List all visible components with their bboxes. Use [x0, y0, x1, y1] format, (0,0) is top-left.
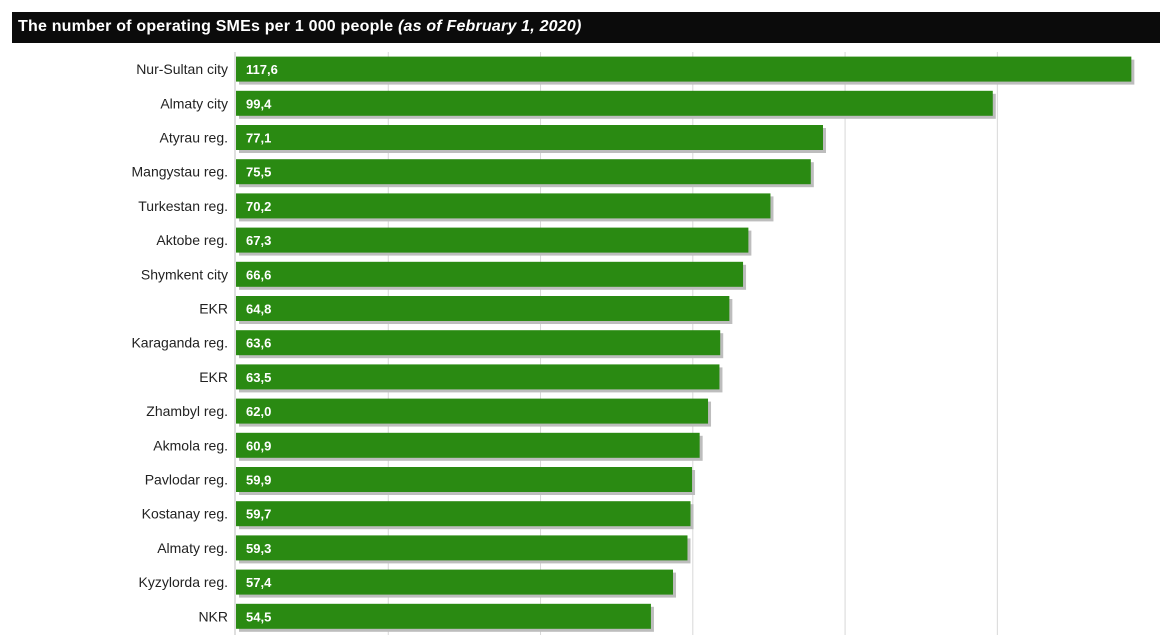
category-label: Turkestan reg. — [138, 198, 228, 214]
category-label: Karaganda reg. — [131, 335, 228, 351]
bar — [236, 364, 719, 389]
bar — [236, 604, 651, 629]
category-label: Pavlodar reg. — [145, 472, 228, 488]
category-label: Atyrau reg. — [160, 130, 228, 146]
value-label: 54,5 — [246, 609, 271, 624]
category-label: Akmola reg. — [153, 437, 228, 453]
bar — [236, 228, 748, 253]
value-label: 77,1 — [246, 131, 271, 146]
value-label: 66,6 — [246, 267, 271, 282]
bar — [236, 262, 743, 287]
value-label: 57,4 — [246, 575, 272, 590]
bar — [236, 501, 691, 526]
value-label: 67,3 — [246, 233, 271, 248]
bar — [236, 535, 687, 560]
category-label: Aktobe reg. — [156, 232, 228, 248]
category-label: Shymkent city — [141, 266, 228, 282]
bar — [236, 125, 823, 150]
bar — [236, 91, 993, 116]
bar — [236, 159, 811, 184]
category-label: EKR — [199, 301, 228, 317]
bar — [236, 399, 708, 424]
value-label: 70,2 — [246, 199, 271, 214]
bar — [236, 296, 729, 321]
bars: 117,6 99,4 77,1 75,5 70,2 67,3 66,6 64,8 63,6 63,… — [236, 57, 1134, 632]
category-labels: Nur-Sultan city Almaty city Atyrau reg. Man… — [131, 61, 228, 624]
category-label: EKR — [199, 369, 228, 385]
category-label: Nur-Sultan city — [136, 61, 228, 77]
bar — [236, 467, 692, 492]
category-label: Kyzylorda reg. — [139, 574, 228, 590]
value-label: 59,3 — [246, 541, 271, 556]
value-label: 62,0 — [246, 404, 271, 419]
value-label: 64,8 — [246, 302, 271, 317]
category-label: Kostanay reg. — [142, 506, 228, 522]
value-label: 117,6 — [246, 62, 278, 77]
category-label: Almaty city — [160, 95, 228, 111]
category-label: Mangystau reg. — [132, 164, 229, 180]
value-label: 99,4 — [246, 96, 272, 111]
category-label: NKR — [198, 608, 228, 624]
value-label: 59,9 — [246, 473, 271, 488]
bar — [236, 57, 1131, 82]
value-label: 59,7 — [246, 507, 271, 522]
value-label: 60,9 — [246, 438, 271, 453]
value-label: 63,6 — [246, 336, 271, 351]
bar — [236, 570, 673, 595]
bar — [236, 330, 720, 355]
bar — [236, 433, 700, 458]
bar — [236, 193, 770, 218]
value-label: 63,5 — [246, 370, 271, 385]
category-label: Zhambyl reg. — [146, 403, 228, 419]
category-label: Almaty reg. — [157, 540, 228, 556]
value-label: 75,5 — [246, 165, 271, 180]
